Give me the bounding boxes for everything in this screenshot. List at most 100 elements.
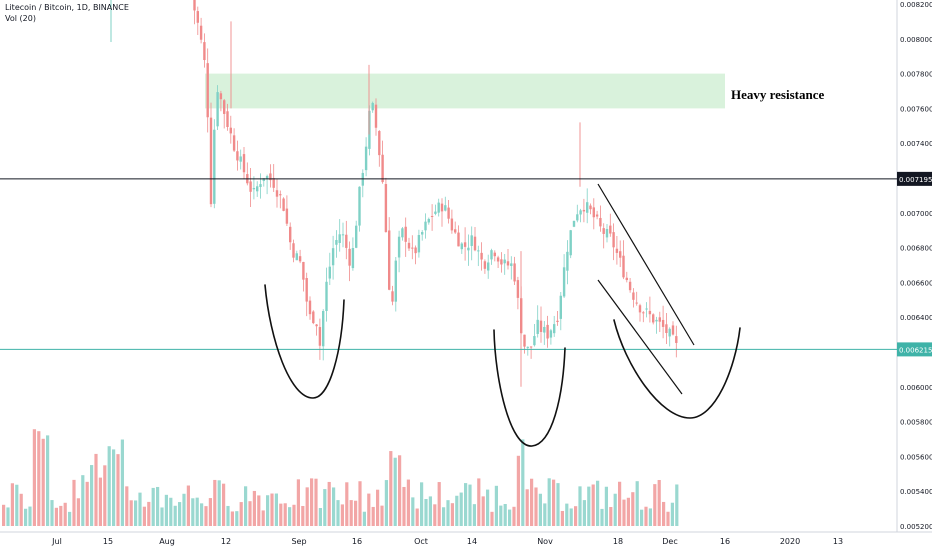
- time-tick-label: Nov: [537, 537, 553, 546]
- candle-body: [229, 127, 232, 134]
- volume-bar: [147, 501, 151, 526]
- volume-bar: [530, 478, 534, 526]
- candle-body: [378, 131, 381, 156]
- drawn-cup-curve: [613, 319, 741, 419]
- volume-bar: [112, 449, 116, 526]
- candle-body: [249, 181, 252, 192]
- volume-bar: [107, 446, 111, 526]
- candle-body: [470, 235, 473, 246]
- candle-body: [358, 186, 361, 226]
- candle-body: [325, 281, 328, 312]
- candle-body: [318, 327, 322, 346]
- volume-bar: [477, 478, 481, 526]
- candle-body: [523, 334, 526, 347]
- volume-bar: [222, 483, 226, 526]
- candle-body: [272, 178, 275, 188]
- time-tick-label: 13: [833, 537, 843, 546]
- time-tick-label: 2020: [780, 537, 800, 546]
- volume-bar: [257, 495, 261, 526]
- price-badge-label: 0.007195: [899, 176, 932, 184]
- volume-bar: [72, 479, 76, 526]
- candle-body: [305, 277, 308, 302]
- price-tick-label: 0.005800: [900, 419, 932, 427]
- volume-bar: [578, 486, 582, 526]
- channel-lower-line: [597, 279, 683, 395]
- volume-bar: [2, 504, 6, 526]
- volume-bar: [169, 497, 173, 526]
- candle-body: [480, 252, 483, 260]
- volume-bar: [90, 465, 94, 526]
- candle-body: [457, 232, 460, 247]
- time-tick-label: Aug: [159, 537, 175, 546]
- volume-bar: [556, 483, 560, 526]
- volume-bar: [270, 493, 274, 526]
- volume-bar: [37, 431, 41, 526]
- volume-bar: [367, 493, 371, 526]
- volume-bar: [622, 499, 626, 526]
- candle-body: [285, 208, 289, 224]
- candle-body: [526, 346, 529, 348]
- volume-bar: [371, 506, 375, 526]
- candle-body: [668, 328, 671, 337]
- volume-bar: [376, 489, 380, 526]
- candle-body: [322, 311, 325, 347]
- candle-body: [308, 300, 312, 315]
- price-badge: [897, 171, 932, 186]
- volume-bar: [336, 500, 340, 526]
- volume-bar: [481, 496, 485, 526]
- volume-bar: [384, 480, 388, 526]
- candle-body: [658, 317, 661, 322]
- candle-body: [289, 226, 292, 243]
- volume-bar: [657, 480, 661, 526]
- candle-body: [619, 251, 622, 258]
- volume-bar: [151, 487, 155, 526]
- volume-bar: [486, 489, 490, 526]
- volume-bar: [389, 451, 393, 526]
- candle-body: [615, 248, 619, 253]
- volume-bar: [398, 455, 402, 526]
- volume-bar: [596, 480, 600, 526]
- candle-body: [638, 305, 642, 313]
- volume-bar: [323, 489, 327, 526]
- volume-bar: [134, 500, 138, 526]
- candle-body: [312, 311, 315, 324]
- candle-body: [199, 25, 203, 40]
- volume-bar: [332, 487, 336, 526]
- candle-body: [206, 63, 209, 118]
- price-tick-label: 0.006600: [900, 279, 932, 287]
- time-tick-label: Dec: [662, 537, 677, 546]
- volume-bar: [402, 486, 406, 526]
- volume-bar: [208, 498, 212, 526]
- volume-bar: [50, 500, 54, 526]
- volume-bar: [543, 503, 547, 526]
- volume-bar: [248, 501, 252, 526]
- candle-body: [665, 324, 668, 333]
- volume-bar: [160, 507, 164, 526]
- volume-bar: [450, 503, 454, 526]
- volume-bar: [292, 504, 296, 526]
- candle-body: [622, 255, 625, 278]
- volume-bar: [230, 511, 234, 526]
- volume-bar: [239, 502, 243, 526]
- time-tick-label: Jul: [51, 537, 62, 546]
- volume-bar: [675, 484, 679, 526]
- candle-body: [292, 243, 295, 258]
- volume-bar: [6, 507, 10, 526]
- candle-body: [539, 320, 543, 332]
- volume-bar: [437, 482, 441, 526]
- candle-body: [328, 266, 331, 279]
- candle-body: [546, 324, 549, 339]
- candle-body: [493, 252, 496, 257]
- candle-body: [599, 217, 602, 227]
- time-tick-label: 16: [352, 537, 362, 546]
- candle-body: [675, 336, 678, 343]
- volume-bar: [120, 439, 124, 526]
- volume-bar: [305, 487, 309, 526]
- candle-body: [348, 248, 351, 266]
- candle-body: [216, 92, 219, 127]
- candle-body: [602, 228, 605, 234]
- candle-body: [401, 228, 404, 238]
- price-tick-label: 0.007000: [900, 210, 932, 218]
- volume-bar: [433, 504, 437, 526]
- volume-bar: [446, 500, 450, 526]
